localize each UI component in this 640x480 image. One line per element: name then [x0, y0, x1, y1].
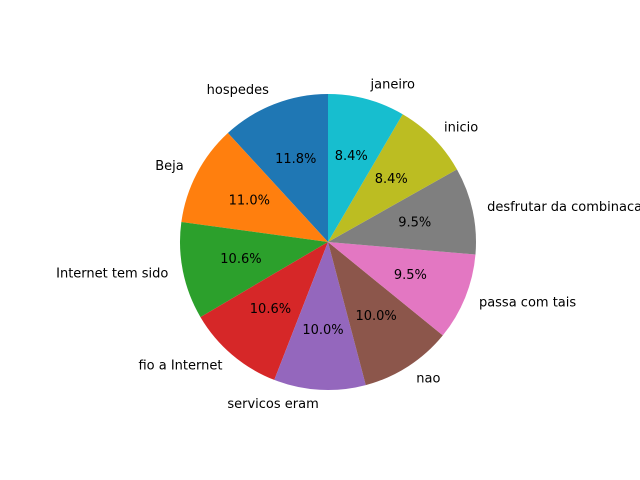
slice-label-4: servicos eram — [227, 397, 318, 412]
pie-slice-1 — [181, 133, 328, 242]
pie-slices — [179, 94, 477, 391]
pie-labels: hospedes 11.8% Beja 11.0% Internet tem sido 1… — [56, 77, 640, 412]
slice-percent-0: 11.8% — [275, 152, 316, 167]
slice-label-7: desfrutar da combinacao — [487, 200, 640, 215]
pie-slice-8 — [328, 114, 457, 242]
slice-percent-8: 8.4% — [375, 172, 408, 187]
slice-percent-2: 10.6% — [220, 252, 261, 267]
slice-label-5: nao — [416, 371, 440, 386]
slice-label-8: inicio — [444, 120, 478, 135]
pie-slice-7 — [328, 169, 477, 255]
pie-slice-3 — [200, 242, 328, 380]
slice-label-6: passa com tais — [479, 296, 576, 311]
slice-percent-7: 9.5% — [398, 216, 431, 231]
slice-label-0: hospedes — [207, 83, 269, 98]
slice-percent-1: 11.0% — [229, 193, 270, 208]
pie-slice-2 — [179, 222, 328, 318]
slice-label-2: Internet tem sido — [56, 267, 168, 282]
pie-slice-6 — [328, 242, 476, 336]
slice-label-1: Beja — [155, 159, 184, 174]
slice-percent-6: 9.5% — [394, 268, 427, 283]
pie-slice-4 — [274, 242, 366, 391]
slice-percent-5: 10.0% — [355, 309, 396, 324]
slice-label-9: janeiro — [370, 77, 415, 92]
pie-slice-5 — [328, 242, 443, 386]
pie-slice-0 — [227, 94, 328, 242]
slice-percent-4: 10.0% — [302, 323, 343, 338]
slice-percent-9: 8.4% — [335, 149, 368, 164]
slice-label-3: fio a Internet — [138, 358, 222, 373]
slice-percent-3: 10.6% — [250, 302, 291, 317]
pie-slice-9 — [328, 94, 403, 242]
